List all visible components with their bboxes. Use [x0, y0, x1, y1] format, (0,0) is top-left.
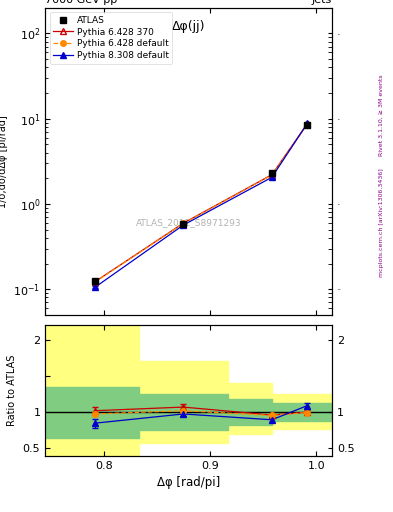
Text: 7000 GeV pp: 7000 GeV pp — [45, 0, 118, 5]
Text: Jets: Jets — [312, 0, 332, 5]
Y-axis label: 1/σ;dσ/dΔφ [pi/rad]: 1/σ;dσ/dΔφ [pi/rad] — [0, 115, 8, 208]
X-axis label: Δφ [rad/pi]: Δφ [rad/pi] — [157, 476, 220, 489]
Y-axis label: Ratio to ATLAS: Ratio to ATLAS — [7, 355, 17, 426]
Text: ATLAS_2011_S8971293: ATLAS_2011_S8971293 — [136, 218, 241, 227]
Legend: ATLAS, Pythia 6.428 370, Pythia 6.428 default, Pythia 8.308 default: ATLAS, Pythia 6.428 370, Pythia 6.428 de… — [50, 12, 173, 63]
Text: mcplots.cern.ch [arXiv:1306.3436]: mcplots.cern.ch [arXiv:1306.3436] — [379, 168, 384, 277]
Text: Δφ(jj): Δφ(jj) — [172, 20, 206, 33]
Text: Rivet 3.1.10, ≥ 3M events: Rivet 3.1.10, ≥ 3M events — [379, 74, 384, 156]
